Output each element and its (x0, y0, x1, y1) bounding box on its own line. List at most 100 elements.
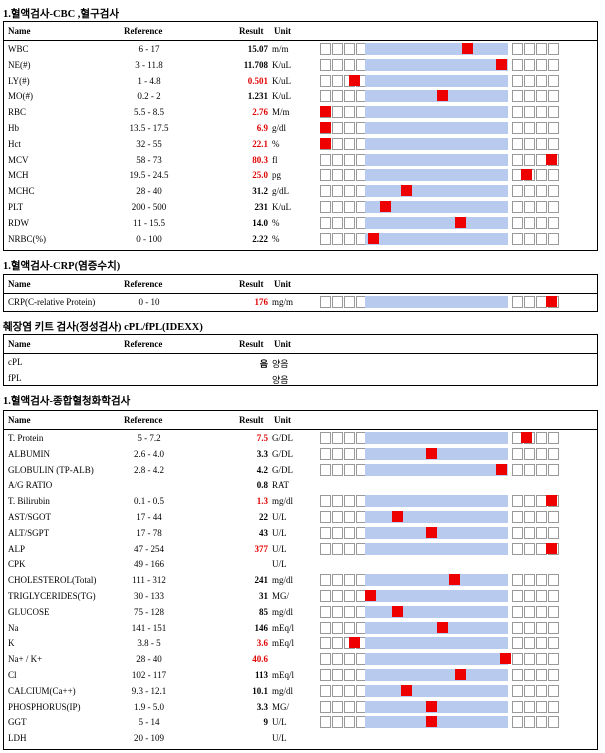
range-box (548, 637, 559, 650)
range-box (512, 153, 523, 166)
table-row: GGT 5 - 14 9 U/L (4, 714, 597, 730)
test-name: fPL (8, 372, 22, 383)
table-row: T. Bilirubin 0.1 - 0.5 1.3 mg/dl (4, 493, 597, 509)
range-box (536, 432, 547, 444)
range-box (524, 74, 535, 87)
test-name: Na (8, 622, 19, 633)
test-name: Hb (8, 123, 19, 133)
reference-range: 0 - 10 (138, 297, 160, 307)
table-row: MCHC 28 - 40 31.2 g/dL (4, 183, 597, 199)
table-row: CALCIUM(Ca++) 9.3 - 12.1 10.1 mg/dl (4, 683, 597, 699)
test-name: MCHC (8, 186, 35, 197)
range-box (332, 637, 343, 650)
range-box (524, 137, 535, 150)
range-box (512, 201, 523, 213)
result-marker (546, 495, 557, 507)
table-row: NE(#) 3 - 11.8 11.708 K/uL (4, 57, 597, 73)
normal-band (365, 432, 508, 444)
range-box (536, 169, 547, 182)
result-value: 9 (263, 717, 269, 728)
result-marker (392, 511, 403, 522)
range-bar (320, 169, 559, 182)
range-box (536, 684, 547, 697)
result-value: 25.0 (252, 170, 268, 181)
unit: mEq/l (272, 670, 294, 680)
test-name: T. Protein (8, 433, 44, 443)
range-box (332, 169, 343, 182)
result-marker (448, 574, 460, 586)
table-row: MCH 19.5 - 24.5 25.0 pg (4, 167, 597, 183)
reference-range: 58 - 73 (136, 154, 162, 165)
range-box (344, 232, 355, 245)
result-marker (500, 653, 511, 665)
result-value: 31 (259, 591, 268, 601)
range-box (332, 716, 343, 729)
range-box (524, 216, 535, 229)
range-box (344, 574, 355, 587)
table-row: T. Protein 5 - 7.2 7.5 G/DL (4, 430, 597, 446)
table-row: LY(#) 1 - 4.8 0.501 K/uL (4, 73, 597, 89)
range-box (536, 106, 547, 119)
range-box (332, 153, 343, 166)
range-box (536, 74, 547, 87)
result-value: 음 (259, 359, 268, 369)
range-bar (320, 296, 559, 308)
result-marker (546, 296, 557, 307)
range-bar (320, 74, 559, 87)
unit: U/L (272, 733, 287, 744)
range-box (332, 232, 343, 245)
range-box (320, 574, 331, 587)
range-box (512, 495, 523, 508)
result-value: 10.1 (252, 685, 268, 696)
reference-range: 2.6 - 4.0 (134, 448, 164, 459)
range-box (548, 605, 559, 618)
reference-range: 2.8 - 4.2 (134, 464, 164, 475)
range-box (512, 137, 523, 150)
range-box (332, 669, 343, 681)
range-box (548, 122, 559, 134)
range-box (548, 137, 559, 150)
result-value: 1.231 (247, 91, 268, 102)
unit: % (272, 138, 280, 149)
header-name: Name (8, 26, 31, 36)
range-box (512, 296, 523, 308)
table-row: K 3.8 - 5 3.6 mEq/l (4, 635, 597, 651)
test-name: ALP (8, 543, 26, 554)
result-value: 1.3 (256, 496, 268, 507)
range-box (512, 684, 523, 697)
range-bar (320, 232, 559, 245)
range-box (536, 700, 547, 713)
unit: mg/dl (272, 685, 294, 696)
test-name: PHOSPHORUS(IP) (8, 701, 81, 712)
result-value: 14.0 (252, 217, 268, 228)
range-bar (320, 153, 559, 166)
normal-band (365, 684, 508, 697)
result-value: 3.3 (256, 701, 268, 712)
header-unit: Unit (274, 339, 292, 349)
unit: K/uL (272, 202, 291, 212)
range-box (320, 296, 331, 308)
range-box (320, 511, 331, 523)
range-box (332, 621, 343, 634)
range-box (344, 621, 355, 634)
range-bar (320, 684, 559, 697)
range-box (524, 590, 535, 602)
unit: m/m (272, 44, 289, 54)
range-box (332, 463, 343, 476)
table-row: CHOLESTEROL(Total) 111 - 312 241 mg/dl (4, 572, 597, 588)
normal-band (365, 153, 508, 166)
test-name: MO(#) (8, 91, 33, 102)
test-name: RBC (8, 107, 27, 118)
result-marker (462, 43, 474, 54)
result-marker (521, 169, 532, 181)
range-box (344, 590, 355, 602)
test-name: GLUCOSE (8, 606, 50, 617)
range-box (536, 653, 547, 666)
range-box (320, 700, 331, 713)
range-bar (320, 185, 559, 198)
result-marker (425, 447, 437, 459)
range-box (344, 201, 355, 213)
table-row: ALT/SGPT 17 - 78 43 U/L (4, 525, 597, 541)
range-box (332, 432, 343, 444)
unit: RAT (272, 480, 290, 491)
